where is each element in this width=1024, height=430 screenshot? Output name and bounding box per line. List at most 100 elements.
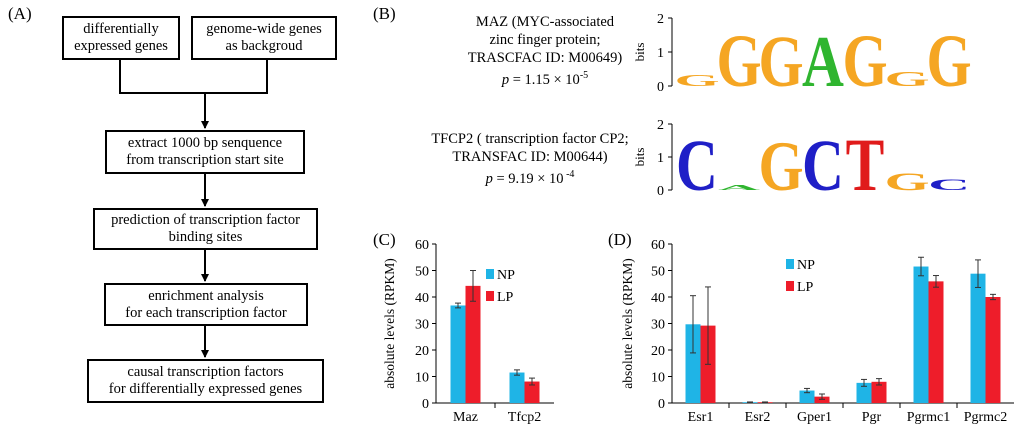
chart-category-label: Esr1 (688, 410, 714, 425)
logo-tick-label: 0 (657, 80, 664, 95)
chart-y-tick-label: 30 (415, 318, 429, 333)
chart-y-tick-label: 50 (651, 265, 665, 280)
logo-axis-label: bits (632, 43, 647, 62)
bar-lp-pgrmc1 (928, 281, 944, 403)
legend-swatch-np (786, 259, 794, 269)
legend-label-np: NP (797, 258, 815, 273)
logo-tick-label: 0 (657, 184, 664, 196)
legend-swatch-lp (786, 281, 794, 291)
chart-category-label: Gper1 (797, 410, 832, 425)
logo-letter: G (842, 19, 887, 98)
box-background-genes: genome-wide genes as backgroud (191, 16, 337, 60)
chart-y-tick-label: 0 (658, 397, 665, 412)
box-extract-sequence: extract 1000 bp senquence from transcrip… (105, 130, 305, 174)
panel-label-d: (D) (608, 230, 632, 249)
box-text-line: extract 1000 bp senquence (127, 135, 283, 151)
bar-np-pgrmc2 (970, 273, 986, 403)
box-text-line: causal transcription factors (127, 364, 284, 380)
logo-letter: G (926, 19, 971, 98)
chart-y-axis-label: absolute levels (RPKM) (620, 258, 635, 389)
box-enrichment-analysis: enrichment analysis for each transcripti… (104, 283, 308, 326)
box-text-line: binding sites (168, 229, 243, 245)
logo-tick-label: 1 (657, 46, 664, 61)
chart-y-tick-label: 40 (415, 291, 429, 306)
bar-np-esr1 (685, 324, 701, 403)
motif-text-line: TRANSFAC ID: M00644) (452, 149, 608, 165)
box-text-line: differentially (83, 21, 159, 37)
legend-label-lp: LP (797, 280, 814, 295)
logo-letter: G (758, 22, 803, 98)
logo-letter: C (802, 126, 844, 196)
chart-category-label: Esr2 (745, 410, 771, 425)
bar-np-maz (450, 305, 466, 403)
bar-np-pgrmc1 (913, 266, 929, 403)
box-text-line: expressed genes (74, 38, 168, 54)
box-text-line: as backgroud (225, 38, 303, 54)
chart-y-tick-label: 50 (415, 265, 429, 280)
logo-letter: G (884, 167, 929, 195)
motif-text-line: TRASCFAC ID: M00649) (467, 50, 623, 66)
legend-label-lp: LP (497, 290, 514, 305)
motif-text-line: zinc finger protein; (489, 32, 601, 48)
chart-y-tick-label: 40 (651, 291, 665, 306)
chart-category-label: Maz (453, 410, 478, 425)
bar-np-gper1 (799, 390, 815, 403)
motif-text-line: TFCP2 ( transcription factor CP2; (431, 131, 629, 147)
chart-category-label: Pgrmc2 (964, 410, 1008, 425)
logo-tick-label: 2 (657, 12, 664, 27)
chart-y-tick-label: 10 (651, 371, 665, 386)
chart-y-tick-label: 20 (415, 344, 429, 359)
box-text-line: for differentially expressed genes (108, 381, 303, 397)
logo-letter: A (718, 184, 760, 192)
chart-category-label: Tfcp2 (508, 410, 541, 425)
bar-lp-tfcp2 (524, 381, 540, 403)
bar-lp-pgrmc2 (985, 297, 1001, 403)
logo-letter: C (928, 176, 970, 194)
box-text-line: from transcription start site (126, 152, 284, 168)
motif-pvalue: p = 1.15 × 10-5 (501, 70, 589, 88)
bar-lp-pgr (871, 381, 887, 403)
box-causal-factors: causal transcription factors for differe… (87, 359, 324, 403)
motif-text-line: MAZ (MYC-associated (475, 14, 615, 30)
logo-letter: A (802, 22, 844, 98)
panel-label-b: (B) (373, 4, 396, 23)
legend-swatch-np (486, 269, 494, 279)
bar-np-tfcp2 (509, 372, 525, 403)
chart-y-tick-label: 60 (651, 238, 665, 253)
bar-lp-maz (465, 285, 481, 403)
logo-letter: G (758, 128, 803, 196)
flowchart-connectors (119, 60, 268, 358)
logo-tick-label: 1 (657, 151, 664, 166)
chart-y-tick-label: 60 (415, 238, 429, 253)
logo-letter: G (884, 68, 929, 91)
bar-chart-d: absolute levels (RPKM) 0 10 20 30 40 50 60 Esr1 E… (620, 238, 1014, 425)
panel-label-c: (C) (373, 230, 396, 249)
box-differentially-expressed: differentially expressed genes (62, 16, 180, 60)
chart-category-label: Pgrmc1 (907, 410, 951, 425)
legend-swatch-lp (486, 291, 494, 301)
motif-pvalue: p = 9.19 × 10 -4 (485, 169, 575, 187)
logo-letter: G (716, 19, 761, 98)
motif-tfcp2-info: TFCP2 ( transcription factor CP2; TRANSF… (410, 130, 650, 188)
logo-tick-label: 2 (657, 118, 664, 133)
box-text-line: enrichment analysis (148, 287, 264, 304)
box-text-line: genome-wide genes (206, 21, 322, 37)
bar-chart-c: absolute levels (RPKM) 0 10 20 30 40 50 60 Maz Tf… (382, 238, 554, 425)
chart-y-tick-label: 20 (651, 344, 665, 359)
chart-y-tick-label: 30 (651, 318, 665, 333)
bar-lp-gper1 (814, 396, 830, 403)
box-text-line: for each transcription factor (125, 304, 287, 321)
logo-axis-label: bits (632, 148, 647, 167)
bar-np-pgr (856, 382, 872, 403)
box-predict-binding-sites: prediction of transcription factor bindi… (93, 208, 318, 250)
chart-y-tick-label: 0 (422, 397, 429, 412)
logo-letter: G (674, 72, 719, 90)
legend-label-np: NP (497, 268, 515, 283)
chart-y-tick-label: 10 (415, 371, 429, 386)
chart-category-label: Pgr (862, 410, 882, 425)
motif-maz-info: MAZ (MYC-associated zinc finger protein;… (445, 13, 645, 89)
box-text-line: prediction of transcription factor (111, 212, 300, 228)
logo-letter: C (676, 126, 718, 196)
